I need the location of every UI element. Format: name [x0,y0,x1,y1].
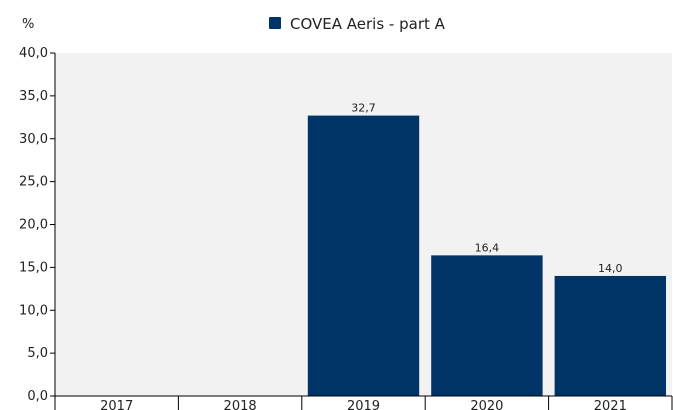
legend-label: COVEA Aeris - part A [290,15,446,33]
y-tick-label: 0,0 [27,389,48,404]
bar-2019 [307,115,420,396]
bars-group: 32,7 16,4 14,0 [307,102,666,396]
x-tick-label-2017: 2017 [100,399,133,410]
legend-swatch [269,17,281,29]
x-tick-label-2021: 2021 [594,399,627,410]
y-unit-label: % [22,17,34,32]
y-tick-label: 20,0 [19,218,48,233]
data-label-2019: 32,7 [351,102,376,115]
x-tick-label-2019: 2019 [347,399,380,410]
y-tick-label: 40,0 [19,46,48,61]
y-tick-label: 30,0 [19,132,48,147]
y-tick-label: 10,0 [19,303,48,318]
data-label-2020: 16,4 [475,241,500,254]
data-label-2021: 14,0 [598,262,623,275]
x-tick-label-2020: 2020 [470,399,503,410]
legend[interactable]: COVEA Aeris - part A [269,15,446,33]
bar-2021 [554,275,666,396]
y-tick-label: 35,0 [19,89,48,104]
y-tick-label: 15,0 [19,260,48,275]
y-tick-label: 5,0 [27,346,48,361]
axes-group: 0,0 5,0 10,0 15,0 20,0 25,0 30,0 35,0 40,0 2017 20… [19,46,673,410]
bar-2020 [431,255,543,396]
x-tick-label-2018: 2018 [224,399,257,410]
y-tick-label: 25,0 [19,175,48,190]
